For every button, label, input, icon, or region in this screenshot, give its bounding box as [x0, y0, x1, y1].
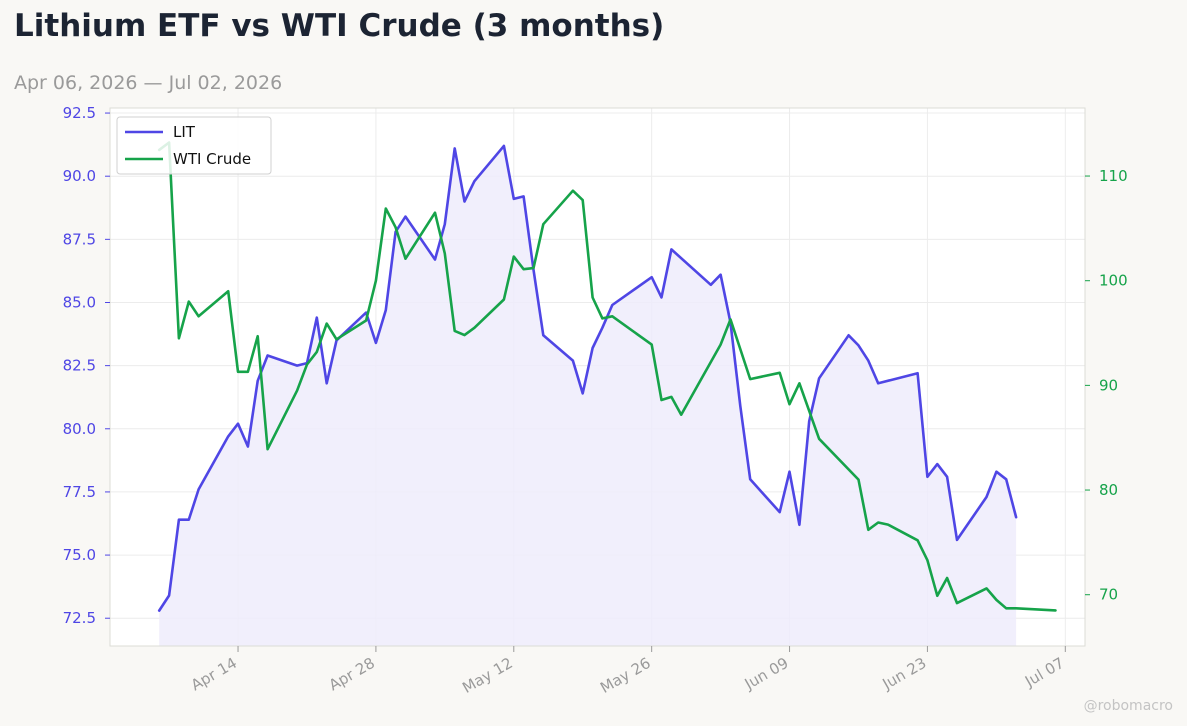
chart-subtitle: Apr 06, 2026 — Jul 02, 2026: [14, 72, 283, 94]
x-tick-label-1: Apr 28: [326, 654, 378, 694]
legend: LIT WTI Crude: [116, 116, 272, 175]
legend-label-lit: LIT: [173, 123, 196, 141]
y-left-tick-label-2: 77.5: [63, 483, 96, 501]
x-tick-label-6: Jul 07: [1021, 654, 1067, 691]
area-fill: [159, 145, 1017, 646]
y-left-tick-label-3: 80.0: [63, 420, 96, 438]
y-right-tick-label-1: 80: [1099, 481, 1118, 499]
watermark: @robomacro: [1083, 698, 1173, 714]
x-axis: Apr 14 Apr 28 May 12 May 26 Jun 09 Jun 23 Jul …: [188, 646, 1067, 697]
y-right-tick-label-0: 70: [1099, 586, 1118, 604]
series-lines: [157, 141, 1057, 612]
y-left-tick-label-4: 82.5: [63, 357, 96, 375]
x-tick-label-4: Jun 09: [741, 654, 792, 694]
x-tick-label-2: May 12: [459, 654, 516, 697]
y-right-tick-label-4: 110: [1099, 167, 1128, 185]
legend-label-wti: WTI Crude: [173, 150, 251, 168]
y-right-tick-label-2: 90: [1099, 376, 1118, 394]
y-axis-right: 70 80 90 100 110: [1085, 167, 1128, 604]
y-left-tick-label-7: 90.0: [63, 167, 96, 185]
series-line-lit: [157, 144, 1018, 612]
series-line-wti-crude: [157, 141, 1057, 612]
y-left-tick-label-5: 85.0: [63, 293, 96, 311]
y-right-tick-label-3: 100: [1099, 272, 1128, 290]
area-fill-lit: [159, 145, 1017, 646]
chart-title: Lithium ETF vs WTI Crude (3 months): [14, 8, 665, 44]
x-tick-label-0: Apr 14: [188, 654, 240, 694]
y-left-tick-label-1: 75.0: [63, 546, 96, 564]
y-left-tick-label-0: 72.5: [63, 609, 96, 627]
y-left-tick-label-6: 87.5: [63, 230, 96, 248]
x-tick-label-5: Jun 23: [879, 654, 930, 694]
y-left-tick-label-8: 92.5: [63, 104, 96, 122]
plot-frame: [109, 107, 1086, 647]
x-tick-label-3: May 26: [597, 654, 654, 697]
y-axis-left: 72.5 75.0 77.5 80.0 82.5 85.0 87.5 90.0 92.5: [63, 104, 110, 627]
